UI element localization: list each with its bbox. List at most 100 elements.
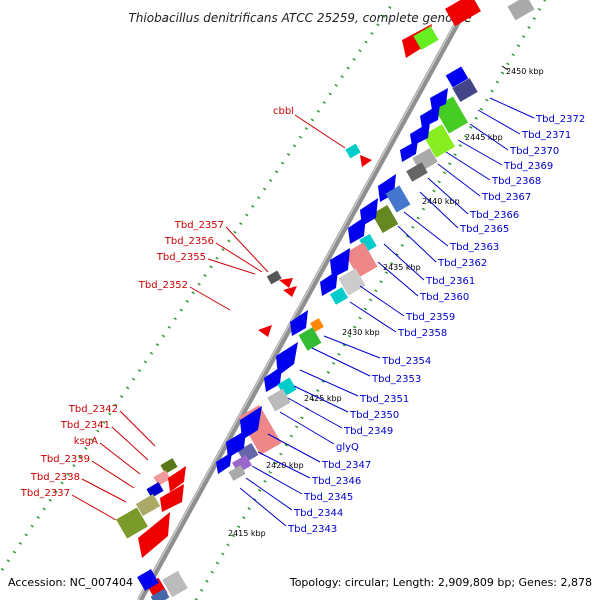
gene-label: Tbd_2350 xyxy=(349,410,399,421)
gene-label: Tbd_2345 xyxy=(303,492,353,503)
kbp-label: 2450 kbp xyxy=(506,67,544,76)
gene-label: Tbd_2371 xyxy=(521,130,571,141)
gene-label: Tbd_2352 xyxy=(138,280,188,291)
gene-arrow-2371 xyxy=(420,104,440,128)
gene-label: Tbd_2362 xyxy=(437,258,487,269)
gene-block-2361 xyxy=(344,242,378,278)
gene-block-2367 xyxy=(406,162,428,182)
gene-cbbl-rna xyxy=(345,143,361,159)
gene-label: Tbd_2357 xyxy=(174,220,224,231)
gene-block-2350 xyxy=(267,388,291,412)
gene-ksga xyxy=(146,482,164,498)
genome-backbone-highlight xyxy=(137,0,469,600)
gene-tbd2337b-arrow xyxy=(138,512,170,558)
gene-label: Tbd_2344 xyxy=(293,508,343,519)
left-gene-labels: cbbl Tbd_2357 Tbd_2356 Tbd_2355 Tbd_2352… xyxy=(20,106,346,521)
gene-label: Tbd_2342 xyxy=(68,404,118,415)
gene-top-grey xyxy=(507,0,535,21)
gene-arrow-2359 xyxy=(320,270,338,296)
skew-track-inner-left xyxy=(30,0,420,600)
gene-tbd2342 xyxy=(160,458,178,474)
gene-tbd2337 xyxy=(116,507,148,539)
gene-block-2354 xyxy=(298,327,322,351)
gene-tbd2355-arrow xyxy=(283,286,297,297)
gene-label: Tbd_2363 xyxy=(449,242,499,253)
gene-label: Tbd_2351 xyxy=(359,394,409,405)
gene-arrow-2372 xyxy=(430,88,448,110)
gene-block-2346 xyxy=(228,465,246,481)
gene-label: Tbd_2354 xyxy=(381,356,431,367)
kbp-label: 2440 kbp xyxy=(422,197,460,206)
gene-block-2360 xyxy=(338,268,366,296)
gene-label: Tbd_2358 xyxy=(397,328,447,339)
gene-label: cbbl xyxy=(273,106,294,117)
gene-label: Tbd_2337 xyxy=(20,488,70,499)
gene-label: Tbd_2360 xyxy=(419,292,469,303)
gene-label: ksgA xyxy=(74,436,98,447)
gene-tbd2339 xyxy=(135,493,161,517)
gene-block-2369 xyxy=(422,124,456,158)
map-title: Thiobacillus denitrificans ATCC 25259, c… xyxy=(128,11,471,25)
gene-label: Tbd_2339 xyxy=(40,454,90,465)
gene-top-green xyxy=(413,26,439,50)
kbp-label: 2415 kbp xyxy=(228,529,266,538)
right-gene-labels: Tbd_2372 Tbd_2371 Tbd_2370 Tbd_2369 Tbd_… xyxy=(239,97,585,535)
gene-arrow-2361 xyxy=(330,248,350,278)
gene-block-2359 xyxy=(329,287,349,305)
gene-label: Tbd_2347 xyxy=(321,460,371,471)
accession-text: Accession: NC_007404 xyxy=(8,576,133,589)
gene-arrow-2370 xyxy=(410,122,430,146)
gene-label: Tbd_2367 xyxy=(481,192,531,203)
kbp-label: 2445 kbp xyxy=(465,133,503,142)
gene-label: Tbd_2346 xyxy=(311,476,361,487)
gene-arrow-2345 xyxy=(216,452,232,474)
gene-label: Tbd_2365 xyxy=(459,224,509,235)
gene-block-bottom-blue xyxy=(137,569,159,591)
reverse-strand-genes xyxy=(137,66,478,600)
gene-label: glyQ xyxy=(336,442,359,453)
gene-label: Tbd_2343 xyxy=(287,524,337,535)
gene-label: Tbd_2355 xyxy=(156,252,206,263)
gene-label: Tbd_2338 xyxy=(30,472,80,483)
kbp-scale: 2450 kbp 2445 kbp 2440 kbp 2435 kbp 2430… xyxy=(228,65,544,538)
gene-block-2371 xyxy=(452,78,478,102)
skew-track-right xyxy=(194,0,547,600)
summary-text: Topology: circular; Length: 2,909,809 bp… xyxy=(289,576,592,589)
gene-label: Tbd_2369 xyxy=(503,161,553,172)
gene-arrow-2346 xyxy=(226,430,246,458)
kbp-label: 2430 kbp xyxy=(342,328,380,337)
gene-label: Tbd_2372 xyxy=(535,114,585,125)
gene-label: Tbd_2359 xyxy=(405,312,455,323)
gene-arrow-2352 xyxy=(264,366,282,392)
gene-block-2363 xyxy=(371,204,399,234)
gene-label: Tbd_2356 xyxy=(164,236,214,247)
gene-tbd2352-arrow xyxy=(258,325,272,337)
gene-arrow-2358 xyxy=(290,310,308,336)
gene-block-bottom-darkblue xyxy=(150,588,170,600)
gene-label: Tbd_2368 xyxy=(491,176,541,187)
gene-cbbl-arrow xyxy=(360,155,372,167)
gene-block-2354-orange xyxy=(310,318,324,332)
gene-tbd2357 xyxy=(266,270,282,285)
kbp-label: 2435 kbp xyxy=(383,263,421,272)
gene-block-2365 xyxy=(385,185,411,213)
gene-label: Tbd_2366 xyxy=(469,210,519,221)
gene-label: Tbd_2349 xyxy=(343,426,393,437)
gene-label: Tbd_2370 xyxy=(509,146,559,157)
gene-label: Tbd_2341 xyxy=(60,420,110,431)
gene-label: Tbd_2353 xyxy=(371,374,421,385)
gene-tbd2356-arrow xyxy=(279,278,293,288)
gene-tbd2338b-arrow xyxy=(160,484,184,512)
gene-tbd2341 xyxy=(153,470,171,486)
gene-arrow-2369 xyxy=(400,140,418,162)
gene-block-2362 xyxy=(359,233,377,253)
genome-backbone xyxy=(137,0,473,600)
kbp-label: 2425 kbp xyxy=(304,394,342,403)
gene-tbd2338-arrow xyxy=(168,466,186,492)
gene-bottom-grey xyxy=(162,570,188,598)
gene-block-2372 xyxy=(445,66,469,88)
gene-top-red xyxy=(445,0,481,27)
gene-block-2370 xyxy=(433,96,469,134)
